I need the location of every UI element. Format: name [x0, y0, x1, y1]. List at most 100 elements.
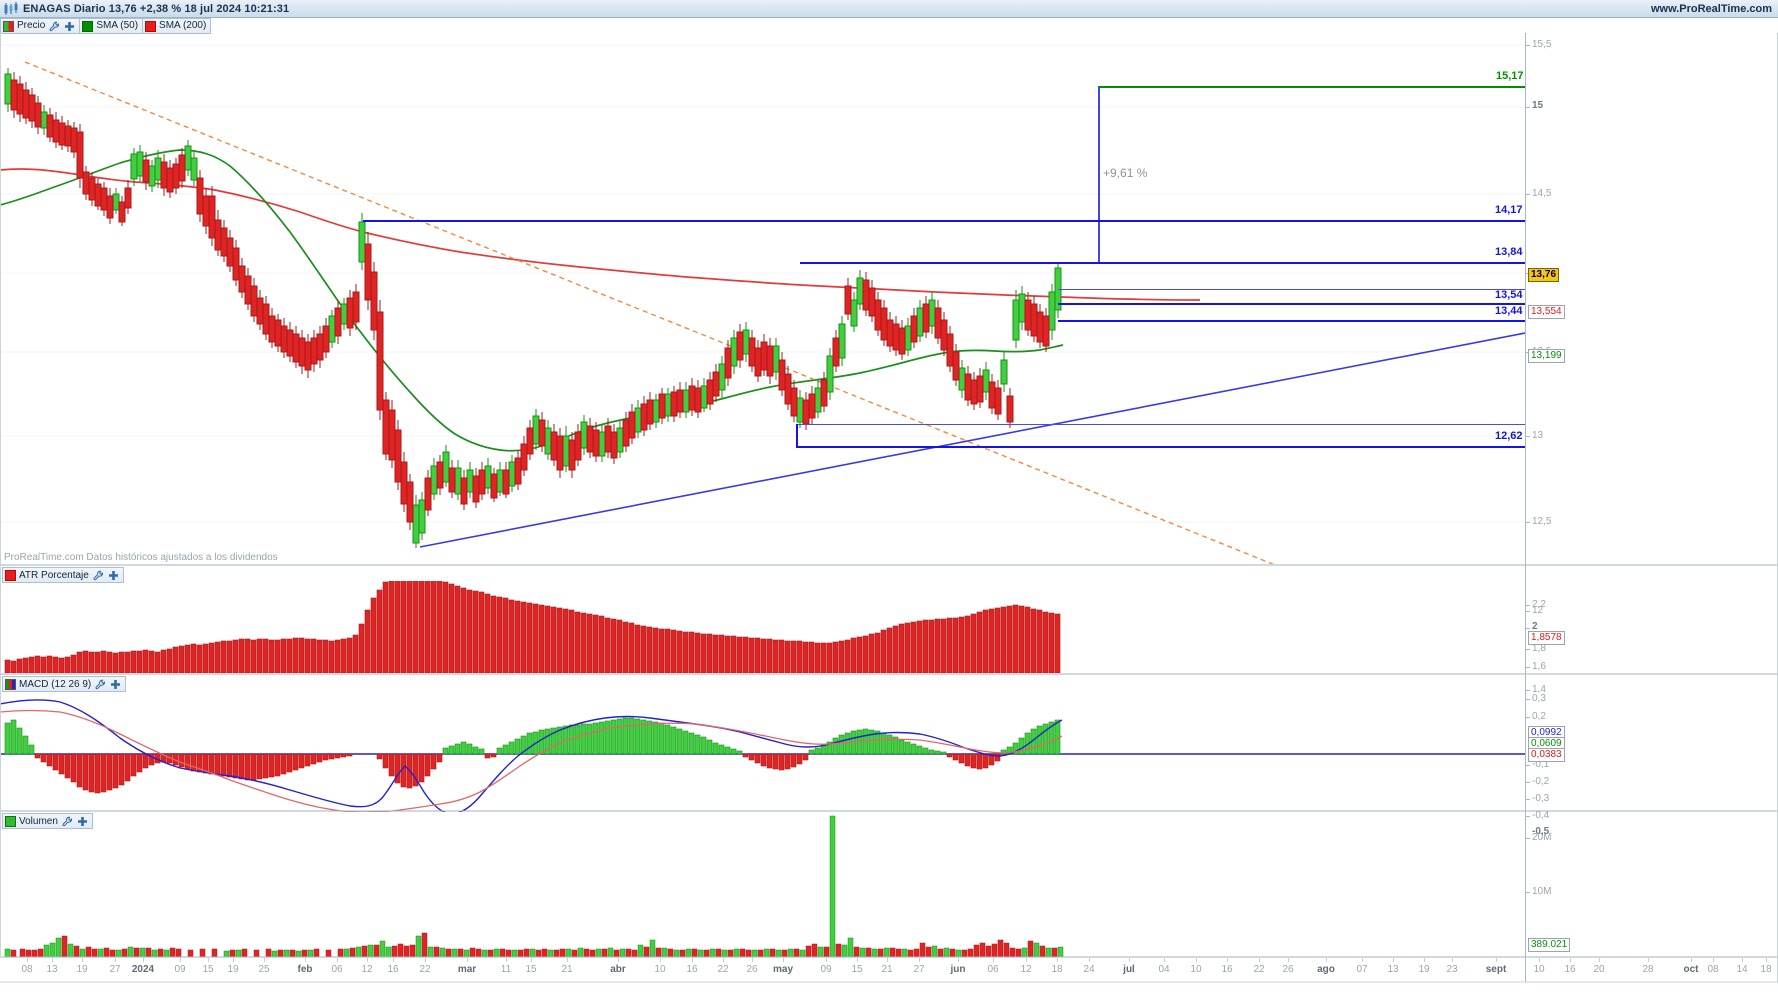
x-tick-label: 08 — [21, 964, 33, 975]
sma200-swatch-icon — [145, 20, 157, 32]
wrench-icon[interactable] — [62, 816, 73, 827]
x-tick-label: 22 — [1253, 964, 1265, 975]
x-tick-label: 25 — [258, 964, 270, 975]
level-line-aux-upper[interactable] — [1058, 289, 1525, 290]
y-tick-label: 0,3 — [1532, 693, 1546, 704]
data-source-footnote: ProRealTime.com Datos históricos ajustad… — [4, 552, 278, 563]
level-label-1384: 13,84 — [1495, 246, 1523, 258]
x-tick-label: 12 — [1020, 964, 1032, 975]
y-tick-label: -0,4 — [1532, 810, 1550, 821]
volume-swatch-icon — [5, 815, 16, 827]
legend-item-precio[interactable]: Precio — [0, 18, 81, 34]
x-tick-label: 16 — [686, 964, 698, 975]
x-tick-mark — [993, 958, 994, 962]
level-line-1417[interactable] — [363, 220, 1525, 222]
x-tick-mark — [1196, 958, 1197, 962]
x-tick-mark — [1424, 958, 1425, 962]
y-tick-label: 0,2 — [1532, 711, 1546, 722]
x-tick-mark — [367, 958, 368, 962]
x-tick-label: 10 — [1190, 964, 1202, 975]
x-tick-label: 14 — [1736, 964, 1748, 975]
x-tick-mark — [1288, 958, 1289, 962]
level-line-1384[interactable] — [800, 262, 1525, 264]
plus-icon[interactable] — [110, 679, 121, 690]
y-tick-label: 12 — [1532, 605, 1544, 616]
x-tick-label: 26 — [1282, 964, 1294, 975]
level-label-1262: 12,62 — [1495, 430, 1523, 442]
x-tick-mark — [1599, 958, 1600, 962]
atr-value-badge: 1,8578 — [1528, 631, 1565, 645]
x-tick-mark — [1089, 958, 1090, 962]
x-tick-mark — [1742, 958, 1743, 962]
wrench-icon[interactable] — [95, 679, 106, 690]
x-tick-label: jun — [950, 964, 966, 975]
x-tick-label: 18 — [1760, 964, 1772, 975]
x-tick-label: ago — [1317, 964, 1335, 975]
plus-icon[interactable] — [77, 816, 88, 827]
plus-icon[interactable] — [108, 570, 119, 581]
x-tick-label: 19 — [76, 964, 88, 975]
x-tick-mark — [1164, 958, 1165, 962]
level-line-1517[interactable] — [1098, 86, 1525, 88]
x-tick-mark — [1227, 958, 1228, 962]
percent-measure-label: +9,61 % — [1100, 165, 1151, 181]
x-tick-label: 16 — [1564, 964, 1576, 975]
x-tick-label: 10 — [654, 964, 666, 975]
y-tick-label: -0,5 — [1532, 826, 1550, 837]
x-tick-mark — [393, 958, 394, 962]
x-tick-label: 12 — [361, 964, 373, 975]
level-line-1262[interactable] — [796, 446, 1525, 448]
x-tick-mark — [618, 958, 619, 962]
sma200-value-badge: 13,554 — [1528, 305, 1565, 319]
pane-tag-volumen[interactable]: Volumen — [2, 813, 93, 829]
level-line-1344[interactable] — [1058, 320, 1525, 322]
x-tick-mark — [506, 958, 507, 962]
x-tick-label: 18 — [1051, 964, 1063, 975]
wrench-icon[interactable] — [93, 570, 104, 581]
x-tick-mark — [887, 958, 888, 962]
x-tick-mark — [467, 958, 468, 962]
x-tick-label: 21 — [881, 964, 893, 975]
pane-tag-macd[interactable]: MACD (12 26 9) — [2, 676, 127, 692]
level-line-1354[interactable] — [1058, 303, 1525, 305]
y-tick-label: 2 — [1532, 621, 1538, 632]
x-tick-label: 22 — [419, 964, 431, 975]
plus-icon[interactable] — [64, 21, 75, 32]
x-tick-mark — [1496, 958, 1497, 962]
y-tick-label: 14,5 — [1532, 188, 1552, 199]
wrench-icon[interactable] — [49, 21, 60, 32]
x-tick-label: 09 — [820, 964, 832, 975]
x-tick-mark — [180, 958, 181, 962]
macd-swatch-icon — [5, 678, 16, 690]
level-line-aux-lower[interactable] — [796, 424, 1525, 425]
x-tick-mark — [723, 958, 724, 962]
price-swatch-icon — [3, 20, 14, 32]
brand-label: www.ProRealTime.com — [1650, 2, 1772, 15]
x-tick-label: 19 — [1418, 964, 1430, 975]
x-tick-mark — [531, 958, 532, 962]
y-tick-label: 1,4 — [1532, 684, 1546, 695]
legend-label: SMA (200) — [159, 20, 207, 31]
x-tick-mark — [233, 958, 234, 962]
legend-item-sma50[interactable]: SMA (50) — [80, 18, 144, 34]
macd-series — [0, 699, 1525, 812]
x-tick-label: sept — [1485, 964, 1507, 975]
y-tick-label: 15 — [1532, 100, 1544, 111]
legend-item-sma200[interactable]: SMA (200) — [143, 18, 212, 34]
y-tick-label: -0,3 — [1532, 793, 1550, 804]
level-label-1344: 13,44 — [1495, 305, 1523, 317]
y-tick-label: 13 — [1532, 430, 1544, 441]
pane-tag-atr[interactable]: ATR Porcentaje — [2, 567, 124, 583]
x-tick-mark — [337, 958, 338, 962]
level-label-1354: 13,54 — [1495, 289, 1523, 301]
candlestick-icon — [3, 1, 21, 16]
x-tick-label: 28 — [1642, 964, 1654, 975]
date-axis[interactable]: 08 13 19 27 2024 09 15 19 25 feb 06 12 16 22 mar 11 15 21… — [0, 958, 1778, 982]
y-tick-label: 20M — [1532, 832, 1552, 843]
x-tick-label: 06 — [331, 964, 343, 975]
x-tick-label: 27 — [109, 964, 121, 975]
x-tick-label: 24 — [1083, 964, 1095, 975]
x-tick-mark — [1393, 958, 1394, 962]
price-legend-bar: Precio SMA (50) SMA (200) — [0, 18, 212, 34]
x-tick-mark — [143, 958, 144, 962]
